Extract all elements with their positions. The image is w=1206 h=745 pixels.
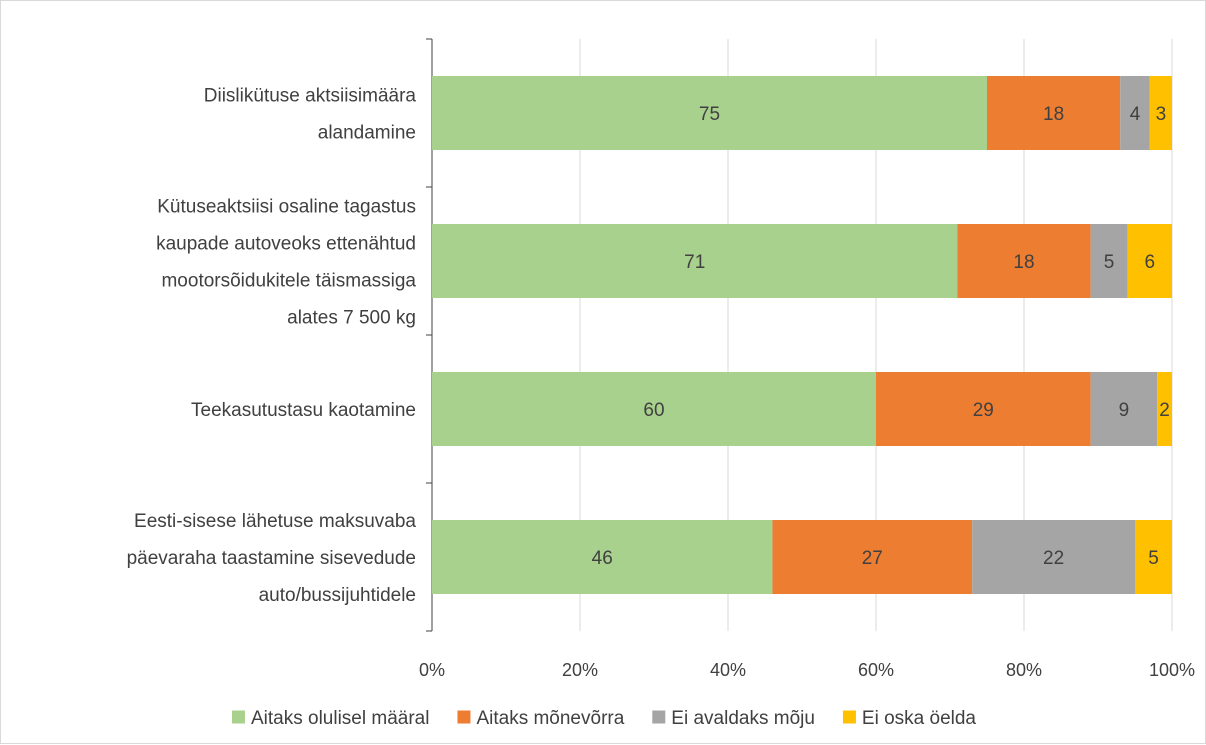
data-label: 5 <box>1148 548 1159 569</box>
data-label: 4 <box>1130 104 1141 125</box>
bar-segment <box>876 372 1091 446</box>
data-label: 3 <box>1156 104 1167 125</box>
data-label: 60 <box>643 400 664 421</box>
bar-segment <box>432 372 876 446</box>
bar-segment <box>1120 76 1150 150</box>
bar-segment <box>972 520 1135 594</box>
bar-segment <box>432 76 987 150</box>
legend-label: Ei oska öelda <box>862 708 977 729</box>
data-label: 6 <box>1145 252 1156 273</box>
data-label: 18 <box>1013 252 1034 273</box>
category-label: Diislikütuse aktsiisimäära alandamine <box>204 86 417 144</box>
bar-segment <box>1135 520 1172 594</box>
category-label: Kütuseaktsiisi osaline tagastus kaupade a… <box>156 197 416 329</box>
bar-segment <box>1157 372 1172 446</box>
legend-swatch <box>457 710 471 724</box>
category-label: Eesti-sisese lähetuse maksuvaba päevaraha… <box>127 511 417 606</box>
legend-swatch <box>652 710 666 724</box>
bar-segment <box>1090 372 1158 446</box>
data-label: 27 <box>862 548 883 569</box>
category-label: Teekasutustasu kaotamine <box>191 400 416 421</box>
bar-segment <box>772 520 973 594</box>
data-label: 2 <box>1159 400 1170 421</box>
x-tick-label: 20% <box>562 660 598 680</box>
data-label: 18 <box>1043 104 1064 125</box>
legend-swatch <box>231 710 245 724</box>
bar-segment <box>432 224 958 298</box>
data-label: 22 <box>1043 548 1064 569</box>
bar-segment <box>1090 224 1128 298</box>
legend-swatch <box>842 710 856 724</box>
x-tick-label: 60% <box>858 660 894 680</box>
legend-label: Aitaks olulisel määral <box>251 708 429 729</box>
data-label: 75 <box>699 104 720 125</box>
x-tick-label: 0% <box>419 660 445 680</box>
bar-segment <box>1149 76 1172 150</box>
data-label: 9 <box>1119 400 1130 421</box>
bar-segment <box>1127 224 1172 298</box>
bar-segment <box>987 76 1121 150</box>
legend-label: Ei avaldaks mõju <box>671 708 815 729</box>
bar-segment <box>957 224 1091 298</box>
data-label: 71 <box>684 252 705 273</box>
data-label: 46 <box>592 548 613 569</box>
data-label: 5 <box>1104 252 1115 273</box>
data-label: 29 <box>973 400 994 421</box>
x-tick-label: 40% <box>710 660 746 680</box>
bar-segment <box>432 520 773 594</box>
x-tick-label: 80% <box>1006 660 1042 680</box>
x-tick-label: 100% <box>1149 660 1195 680</box>
legend-label: Aitaks mõnevõrra <box>476 708 624 729</box>
